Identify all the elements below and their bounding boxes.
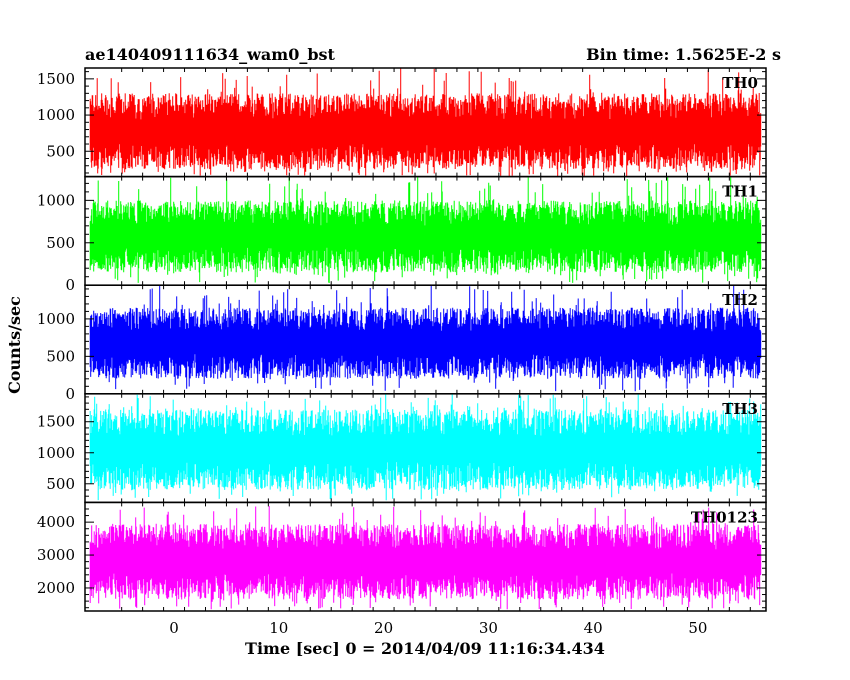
series-th3-line bbox=[89, 393, 762, 501]
panel-label-th0123: TH0123 bbox=[691, 508, 758, 526]
x-tick-label: 40 bbox=[584, 619, 603, 637]
y-tick-label: 500 bbox=[46, 475, 75, 493]
chart-title: ae140409111634_wam0_bst bbox=[85, 45, 336, 64]
panel-label-th1: TH1 bbox=[722, 183, 758, 201]
x-axis-label: Time [sec] 0 = 2014/04/09 11:16:34.434 bbox=[245, 639, 605, 658]
bin-time-label: Bin time: 1.5625E-2 s bbox=[586, 45, 781, 64]
series-th0123-line bbox=[89, 506, 762, 610]
y-tick-label: 1500 bbox=[37, 70, 75, 88]
series-th1-line bbox=[89, 177, 762, 283]
y-tick-label: 500 bbox=[46, 347, 75, 365]
panel-th0: TH0 500 1000 1500 bbox=[37, 67, 767, 178]
panel-label-th2: TH2 bbox=[722, 291, 758, 309]
y-tick-label: 0 bbox=[65, 385, 75, 403]
panel-th0123: TH0123 2000 3000 4000 bbox=[37, 501, 767, 612]
x-tick-label: 50 bbox=[688, 619, 707, 637]
panel-th3: TH3 500 1000 1500 bbox=[37, 393, 767, 504]
y-axis-label: Counts/sec bbox=[5, 296, 24, 394]
x-tick-label: 10 bbox=[269, 619, 288, 637]
panel-label-th3: TH3 bbox=[722, 400, 758, 418]
panel-th1: TH1 0 500 1000 bbox=[37, 175, 767, 294]
y-tick-label: 1000 bbox=[37, 191, 75, 209]
y-tick-label: 500 bbox=[46, 142, 75, 160]
series-th0-line bbox=[89, 68, 762, 177]
x-tick-label: 30 bbox=[479, 619, 498, 637]
y-tick-label: 1000 bbox=[37, 310, 75, 328]
y-tick-label: 2000 bbox=[37, 579, 75, 597]
y-tick-label: 500 bbox=[46, 234, 75, 252]
panels-group: TH050010001500TH105001000TH205001000TH35… bbox=[37, 67, 767, 637]
y-tick-label: 4000 bbox=[37, 513, 75, 531]
panel-th2: TH2 0 500 1000 bbox=[37, 284, 767, 403]
x-tick-label: 0 bbox=[169, 619, 179, 637]
y-tick-label: 3000 bbox=[37, 546, 75, 564]
y-tick-label: 0 bbox=[65, 276, 75, 294]
y-tick-label: 1000 bbox=[37, 106, 75, 124]
y-tick-label: 1000 bbox=[37, 444, 75, 462]
series-th2-line bbox=[89, 285, 762, 392]
panel-label-th0: TH0 bbox=[722, 74, 758, 92]
y-tick-label: 1500 bbox=[37, 413, 75, 431]
x-tick-label: 20 bbox=[374, 619, 393, 637]
panel-frame bbox=[84, 501, 767, 612]
